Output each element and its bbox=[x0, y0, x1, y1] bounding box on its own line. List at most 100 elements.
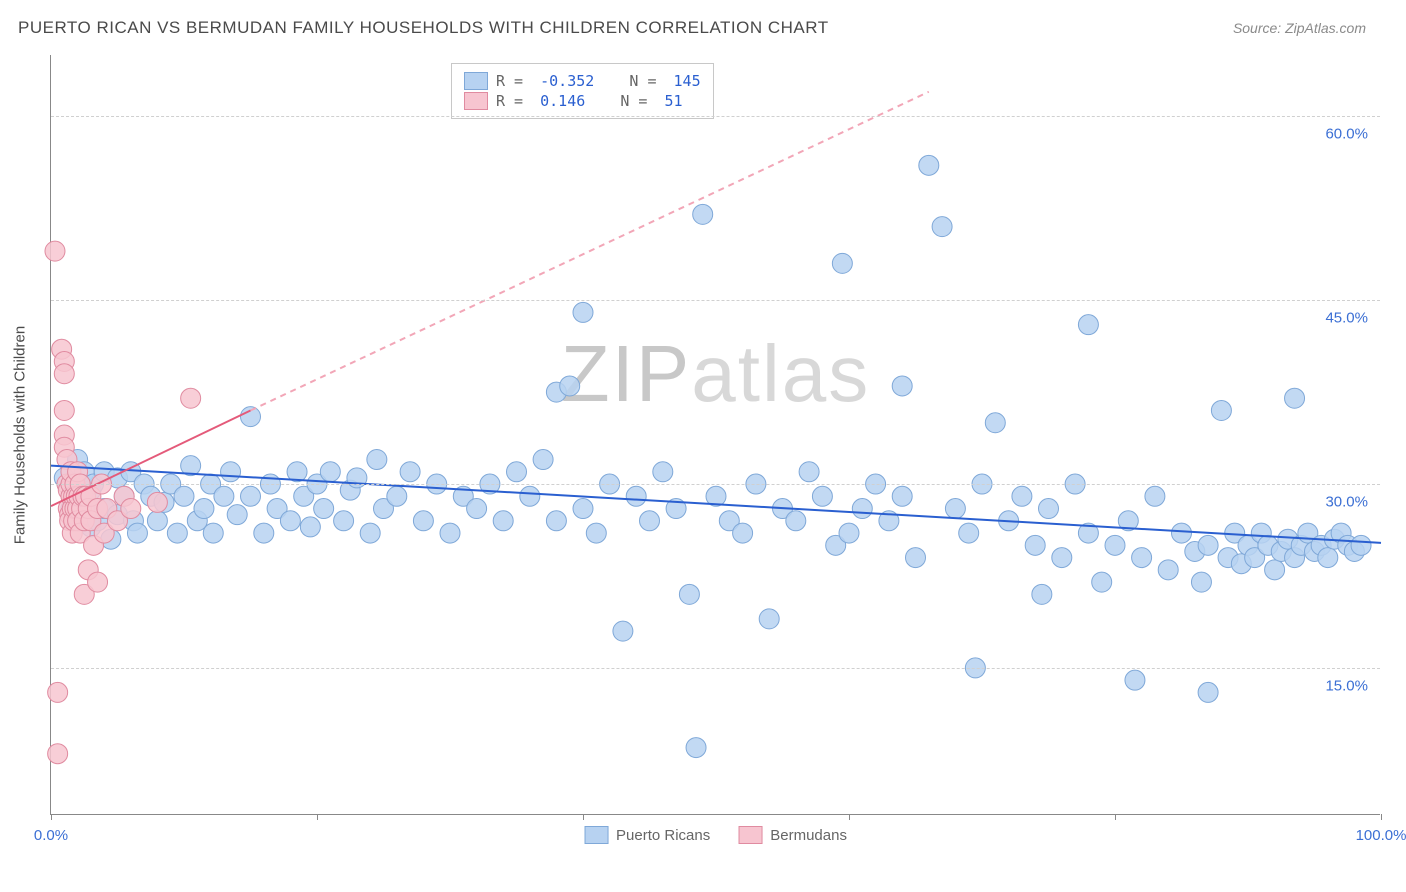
data-point bbox=[679, 584, 699, 604]
bottom-legend-item: Puerto Ricans bbox=[584, 826, 710, 844]
data-point bbox=[560, 376, 580, 396]
data-point bbox=[1012, 486, 1032, 506]
data-point bbox=[586, 523, 606, 543]
gridline-h bbox=[51, 484, 1380, 485]
data-point bbox=[147, 492, 167, 512]
data-point bbox=[300, 517, 320, 537]
legend-r-label: R = bbox=[496, 72, 532, 90]
source-prefix: Source: bbox=[1233, 20, 1281, 36]
data-point bbox=[88, 572, 108, 592]
x-tick-label: 100.0% bbox=[1356, 827, 1406, 844]
data-point bbox=[45, 241, 65, 261]
y-tick-label: 60.0% bbox=[1325, 126, 1368, 143]
data-point bbox=[280, 511, 300, 531]
stats-legend: R = -0.352 N = 145 R = 0.146 N = 51 bbox=[451, 63, 714, 119]
data-point bbox=[932, 217, 952, 237]
data-point bbox=[799, 462, 819, 482]
data-point bbox=[1039, 499, 1059, 519]
x-tick bbox=[317, 814, 318, 820]
x-tick bbox=[1381, 814, 1382, 820]
data-point bbox=[1145, 486, 1165, 506]
data-point bbox=[906, 548, 926, 568]
data-point bbox=[320, 462, 340, 482]
data-point bbox=[147, 511, 167, 531]
legend-swatch bbox=[464, 72, 488, 90]
data-point bbox=[360, 523, 380, 543]
gridline-h bbox=[51, 300, 1380, 301]
legend-row: R = 0.146 N = 51 bbox=[464, 92, 701, 110]
legend-swatch bbox=[464, 92, 488, 110]
y-tick-label: 45.0% bbox=[1325, 310, 1368, 327]
data-point bbox=[1132, 548, 1152, 568]
data-point bbox=[413, 511, 433, 531]
data-point bbox=[520, 486, 540, 506]
data-point bbox=[334, 511, 354, 531]
data-point bbox=[733, 523, 753, 543]
data-point bbox=[985, 413, 1005, 433]
data-point bbox=[892, 376, 912, 396]
y-axis-title: Family Households with Children bbox=[12, 326, 29, 544]
data-point bbox=[1158, 560, 1178, 580]
title-bar: PUERTO RICAN VS BERMUDAN FAMILY HOUSEHOL… bbox=[0, 0, 1406, 50]
data-point bbox=[254, 523, 274, 543]
data-point bbox=[467, 499, 487, 519]
gridline-h bbox=[51, 668, 1380, 669]
data-point bbox=[1092, 572, 1112, 592]
y-tick-label: 30.0% bbox=[1325, 494, 1368, 511]
data-point bbox=[1025, 535, 1045, 555]
data-point bbox=[1285, 388, 1305, 408]
data-point bbox=[227, 505, 247, 525]
data-point bbox=[387, 486, 407, 506]
legend-swatch bbox=[584, 826, 608, 844]
data-point bbox=[1191, 572, 1211, 592]
data-point bbox=[167, 523, 187, 543]
data-point bbox=[832, 253, 852, 273]
data-point bbox=[1198, 682, 1218, 702]
data-point bbox=[573, 302, 593, 322]
data-point bbox=[1172, 523, 1192, 543]
data-point bbox=[839, 523, 859, 543]
legend-n-label: N = bbox=[602, 72, 665, 90]
y-tick-label: 15.0% bbox=[1325, 677, 1368, 694]
data-point bbox=[640, 511, 660, 531]
data-point bbox=[959, 523, 979, 543]
data-point bbox=[653, 462, 673, 482]
data-point bbox=[1198, 535, 1218, 555]
data-point bbox=[613, 621, 633, 641]
data-point bbox=[852, 499, 872, 519]
scatter-svg bbox=[51, 55, 1380, 814]
x-tick bbox=[51, 814, 52, 820]
data-point bbox=[127, 523, 147, 543]
legend-r-label: R = bbox=[496, 92, 532, 110]
bottom-legend-label: Bermudans bbox=[770, 827, 847, 844]
data-point bbox=[945, 499, 965, 519]
data-point bbox=[48, 682, 68, 702]
chart-title: PUERTO RICAN VS BERMUDAN FAMILY HOUSEHOL… bbox=[18, 18, 829, 38]
data-point bbox=[1052, 548, 1072, 568]
x-tick bbox=[583, 814, 584, 820]
legend-n-label: N = bbox=[593, 92, 656, 110]
x-tick bbox=[849, 814, 850, 820]
legend-n-value: 145 bbox=[674, 72, 701, 90]
data-point bbox=[812, 486, 832, 506]
data-point bbox=[1211, 400, 1231, 420]
plot-container: Family Households with Children ZIPatlas… bbox=[50, 55, 1380, 815]
legend-row: R = -0.352 N = 145 bbox=[464, 72, 701, 90]
bottom-legend-item: Bermudans bbox=[738, 826, 847, 844]
bottom-legend: Puerto Ricans Bermudans bbox=[584, 826, 847, 844]
legend-r-value: -0.352 bbox=[540, 72, 594, 90]
data-point bbox=[1078, 315, 1098, 335]
data-point bbox=[626, 486, 646, 506]
data-point bbox=[221, 462, 241, 482]
data-point bbox=[54, 364, 74, 384]
data-point bbox=[440, 523, 460, 543]
source: Source: ZipAtlas.com bbox=[1233, 20, 1366, 36]
data-point bbox=[121, 499, 141, 519]
trend-line-extension bbox=[251, 92, 929, 411]
data-point bbox=[507, 462, 527, 482]
data-point bbox=[1105, 535, 1125, 555]
data-point bbox=[693, 204, 713, 224]
data-point bbox=[892, 486, 912, 506]
data-point bbox=[1125, 670, 1145, 690]
data-point bbox=[546, 511, 566, 531]
